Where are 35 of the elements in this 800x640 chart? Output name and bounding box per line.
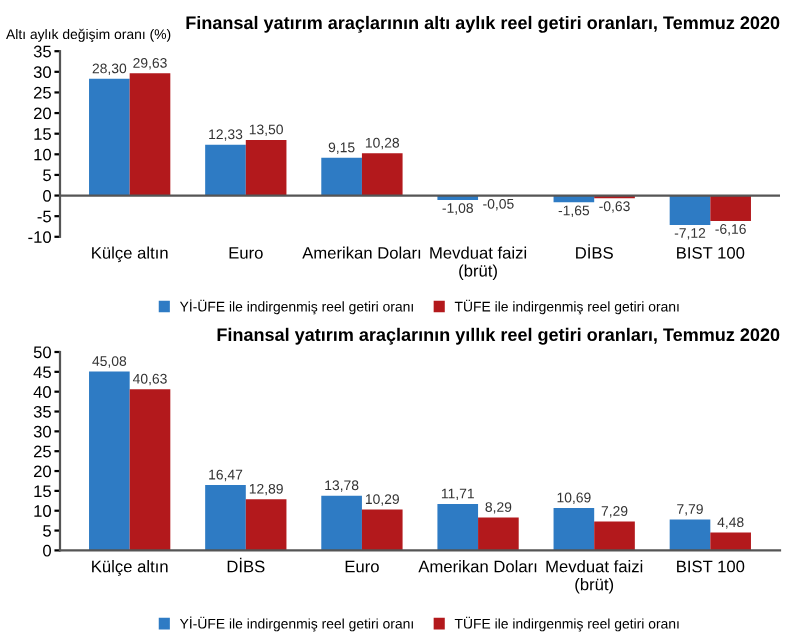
y-tick-label: -10 [28, 231, 52, 243]
y-tick-label: 5 [43, 169, 51, 182]
y-tick-label: 50 [33, 346, 52, 359]
y-tick-label: 35 [33, 45, 51, 58]
chart-title: Finansal yatırım araçlarının yıllık reel getiri oranları, Temmuz 2020 [217, 327, 780, 345]
y-tick-label: 25 [33, 445, 51, 458]
x-tick-label: Külçe altın [92, 560, 168, 576]
x-tick-label: Amerikan Doları [418, 560, 537, 573]
y-tick-label: -5 [37, 210, 51, 223]
x-tick-label: Euro [345, 560, 379, 573]
x-tick-label: Mevduat faizi (brüt) [546, 560, 643, 594]
y-tick-label: 40 [33, 386, 52, 398]
y-tick-label: 20 [33, 465, 52, 478]
x-tick-label: DİBS [227, 557, 265, 573]
x-tick-label: Külçe altın [92, 246, 168, 263]
y-tick-label: 15 [34, 485, 51, 498]
y-tick-label: 10 [34, 148, 52, 161]
x-tick-label: BIST 100 [677, 560, 745, 573]
y-tick-label: 20 [33, 107, 52, 120]
y-tick-label: 10 [34, 505, 52, 517]
y-tick-label: 0 [43, 544, 52, 557]
y-tick-label: 0 [43, 189, 52, 202]
chart-title: Finansal yatırım araçlarının altı aylık reel getiri oranları, Temmuz 2020 [186, 15, 780, 33]
x-tick-label: DİBS [576, 244, 613, 259]
x-tick-label: Euro [229, 247, 263, 259]
y-tick-label: 25 [33, 86, 51, 99]
y-tick-label: 45 [33, 366, 51, 379]
x-tick-label: BIST 100 [677, 246, 745, 259]
y-tick-label: 30 [33, 66, 52, 79]
y-tick-label: 5 [43, 525, 51, 537]
x-tick-label: Amerikan Doları [302, 246, 421, 259]
y-tick-label: 30 [33, 425, 52, 438]
x-tick-label: Mevduat faizi (brüt) [430, 246, 527, 280]
y-tick-label: 35 [33, 405, 51, 418]
y-tick-label: 15 [34, 128, 51, 140]
